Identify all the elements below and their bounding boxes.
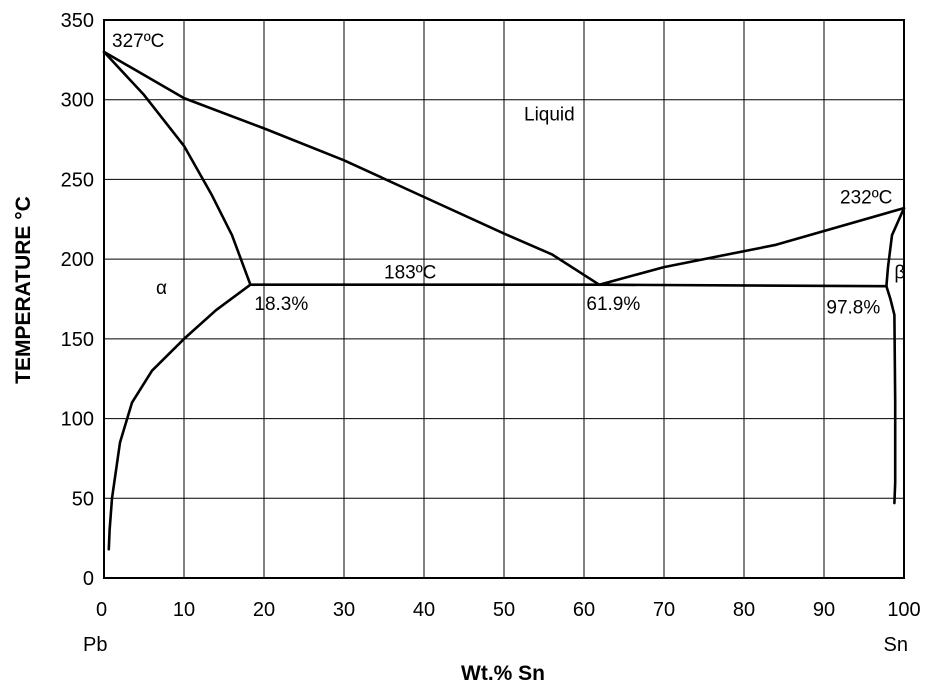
y-tick-label: 200 bbox=[61, 249, 94, 271]
eutectic-line-curve bbox=[249, 283, 888, 288]
y-tick-label: 0 bbox=[83, 568, 94, 590]
y-tick-label: 50 bbox=[72, 488, 94, 510]
grid bbox=[103, 19, 905, 579]
pb-end-label: Pb bbox=[83, 634, 107, 656]
beta-region-label: β bbox=[894, 262, 905, 283]
phase-boundaries bbox=[102, 50, 906, 551]
liquidus-sn-curve bbox=[597, 206, 906, 286]
plot-frame bbox=[103, 19, 905, 579]
plot-border bbox=[103, 19, 905, 579]
eutectic-temp-label: 183ºC bbox=[384, 262, 436, 283]
x-axis-title: Wt.% Sn bbox=[461, 662, 545, 685]
solidus-pb-curve bbox=[102, 50, 252, 286]
y-tick-label: 150 bbox=[61, 329, 94, 351]
alpha-limit-label: 18.3% bbox=[254, 294, 308, 315]
y-tick-label: 100 bbox=[61, 409, 94, 431]
solvus-sn-curve bbox=[885, 284, 897, 505]
x-tick-label: 70 bbox=[653, 599, 675, 621]
beta-limit-label: 97.8% bbox=[826, 297, 880, 318]
x-tick-label: 60 bbox=[573, 599, 595, 621]
x-tick-label: 40 bbox=[413, 599, 435, 621]
x-tick-label: 100 bbox=[887, 599, 920, 621]
y-axis-title: TEMPERATURE °C bbox=[12, 196, 35, 384]
solvus-pb-curve bbox=[107, 283, 252, 551]
sn-melt-label: 232ºC bbox=[840, 187, 892, 208]
liquid-region-label: Liquid bbox=[524, 104, 575, 125]
x-tick-label: 20 bbox=[253, 599, 275, 621]
y-tick-label: 250 bbox=[61, 169, 94, 191]
x-tick-labels: 0 10 20 30 40 50 60 70 80 90 100 bbox=[96, 599, 921, 621]
annotations: 327ºC 232ºC Liquid α β 183ºC 18.3% 61.9% 97.8% bbox=[112, 31, 905, 318]
y-tick-label: 350 bbox=[61, 10, 94, 32]
x-tick-label: 80 bbox=[733, 599, 755, 621]
liquidus-pb-curve bbox=[102, 50, 601, 286]
solidus-sn-curve bbox=[885, 206, 906, 288]
x-tick-label: 0 bbox=[96, 599, 107, 621]
pb-melt-label: 327ºC bbox=[112, 31, 164, 52]
alpha-region-label: α bbox=[156, 278, 167, 299]
x-tick-label: 10 bbox=[173, 599, 195, 621]
y-tick-label: 300 bbox=[61, 90, 94, 112]
x-tick-label: 30 bbox=[333, 599, 355, 621]
x-tick-label: 90 bbox=[813, 599, 835, 621]
x-tick-label: 50 bbox=[493, 599, 515, 621]
sn-end-label: Sn bbox=[884, 634, 908, 656]
y-tick-labels: 0 50 100 150 200 250 300 350 bbox=[61, 10, 94, 590]
eutectic-comp-label: 61.9% bbox=[586, 294, 640, 315]
